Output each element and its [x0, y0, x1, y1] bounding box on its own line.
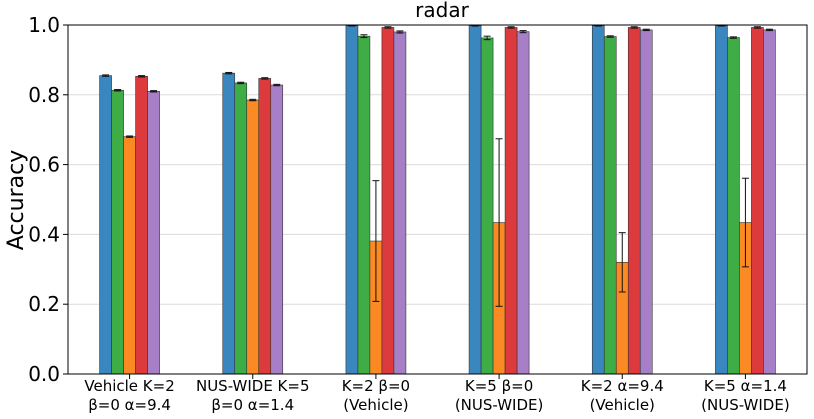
x-tick-label: β=0 α=1.4: [211, 396, 294, 414]
bar: [516, 31, 530, 375]
bar: [715, 25, 728, 375]
bar: [270, 84, 284, 375]
bar: [480, 37, 494, 375]
bar: [627, 27, 641, 375]
x-tick-label: (NUS-WIDE): [701, 396, 790, 414]
bar: [147, 91, 160, 375]
x-tick-label: K=2 β=0: [342, 377, 410, 395]
bar: [234, 82, 248, 375]
y-axis-label: Accuracy: [4, 150, 29, 250]
bars-group: [99, 25, 776, 375]
bar: [393, 31, 407, 375]
error-bars-group: [102, 24, 773, 307]
bar: [639, 29, 653, 375]
y-tick-label: 1.0: [28, 13, 60, 37]
bar: [751, 27, 764, 375]
y-tick-label: 0.2: [28, 292, 60, 316]
bar: [258, 78, 272, 375]
bar: [381, 27, 395, 375]
x-tick-label: (Vehicle): [590, 396, 655, 414]
bar: [603, 36, 617, 375]
x-tick-label: K=2 α=9.4: [581, 377, 664, 395]
chart-title: radar: [415, 0, 469, 22]
y-tick-label: 0.8: [28, 83, 60, 107]
bar: [222, 72, 236, 375]
x-axis-labels: Vehicle K=2β=0 α=9.4 NUS-WIDE K=5β=0 α=1.…: [84, 374, 790, 414]
bar: [357, 35, 371, 375]
bar: [504, 27, 518, 375]
bar: [345, 25, 359, 375]
x-tick-label: NUS-WIDE K=5: [196, 377, 310, 395]
bar: [246, 99, 260, 375]
bar: [99, 75, 112, 375]
x-tick-label: β=0 α=9.4: [88, 396, 171, 414]
x-tick-label: K=5 β=0: [465, 377, 533, 395]
y-tick-label: 0.6: [28, 153, 60, 177]
plot-frame: [67, 24, 808, 375]
bar: [135, 76, 148, 375]
x-tick-label: (NUS-WIDE): [455, 396, 544, 414]
bar: [727, 37, 740, 375]
bar: [763, 29, 776, 375]
x-tick-label: K=5 α=1.4: [704, 377, 787, 395]
bar: [468, 25, 482, 375]
x-tick-label: (Vehicle): [343, 396, 408, 414]
y-tick-label: 0.4: [28, 222, 60, 246]
bar: [111, 89, 124, 375]
x-tick-label: Vehicle K=2: [84, 377, 174, 395]
bar: [123, 136, 136, 375]
grid-lines: [68, 24, 807, 375]
bar: [591, 25, 605, 375]
y-axis-ticks: 0.0 0.2 0.4 0.6 0.8 1.0: [28, 13, 68, 386]
y-tick-label: 0.0: [28, 362, 60, 386]
